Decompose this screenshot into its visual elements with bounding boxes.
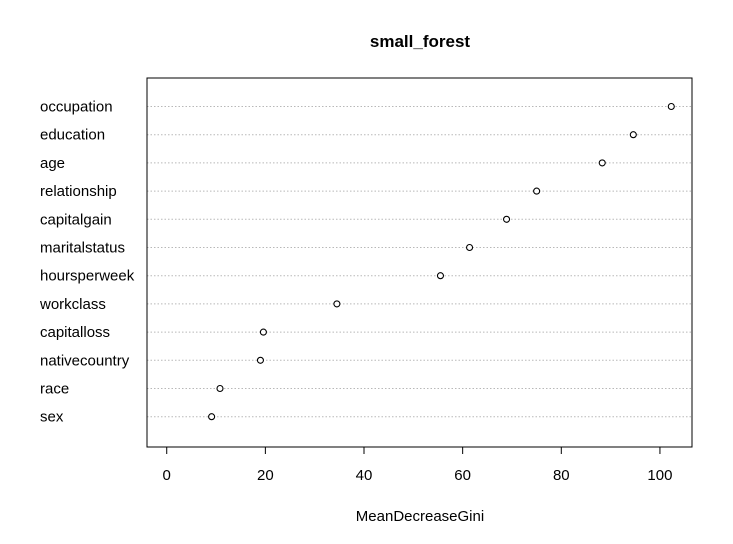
data-point-occupation [667, 102, 675, 111]
data-point-education [629, 131, 637, 139]
data-point-capitalloss [259, 328, 267, 336]
category-label-nativecountry: nativecountry [40, 352, 130, 369]
x-axis: 0 20 40 60 80 100 [163, 446, 672, 484]
category-label-workclass: workclass [39, 296, 106, 313]
category-label-hoursperweek: hoursperweek [40, 268, 135, 285]
data-point-workclass [333, 300, 341, 308]
plot-frame [146, 77, 693, 448]
category-label-occupation: occupation [40, 99, 113, 116]
x-tick-label: 20 [257, 467, 274, 484]
data-point-hoursperweek [436, 272, 445, 280]
data-point-maritalstatus [466, 243, 474, 252]
category-label-capitalgain: capitalgain [40, 211, 112, 228]
x-tick-label: 100 [647, 467, 672, 484]
data-point-age [598, 159, 606, 167]
data-point-relationship [533, 187, 541, 195]
data-point-sex [208, 413, 216, 421]
chart-title: small_forest [370, 32, 470, 51]
category-label-race: race [40, 381, 69, 398]
x-axis-label: MeanDecreaseGini [356, 508, 484, 525]
data-points [208, 102, 675, 421]
category-label-age: age [40, 155, 65, 172]
data-point-nativecountry [256, 356, 264, 364]
category-label-relationship: relationship [40, 183, 117, 200]
category-label-education: education [40, 127, 105, 144]
x-tick-label: 40 [356, 467, 373, 484]
data-point-capitalgain [503, 215, 511, 223]
x-tick-label: 80 [553, 467, 570, 484]
category-label-maritalstatus: maritalstatus [40, 240, 125, 257]
category-label-capitalloss: capitalloss [40, 324, 110, 341]
category-labels: occupation education age relationship capita… [39, 99, 135, 426]
x-tick-label: 0 [163, 467, 171, 484]
grid-lines [147, 106, 692, 418]
data-point-race [216, 384, 224, 393]
x-tick-label: 60 [454, 467, 471, 484]
category-label-sex: sex [40, 409, 64, 426]
